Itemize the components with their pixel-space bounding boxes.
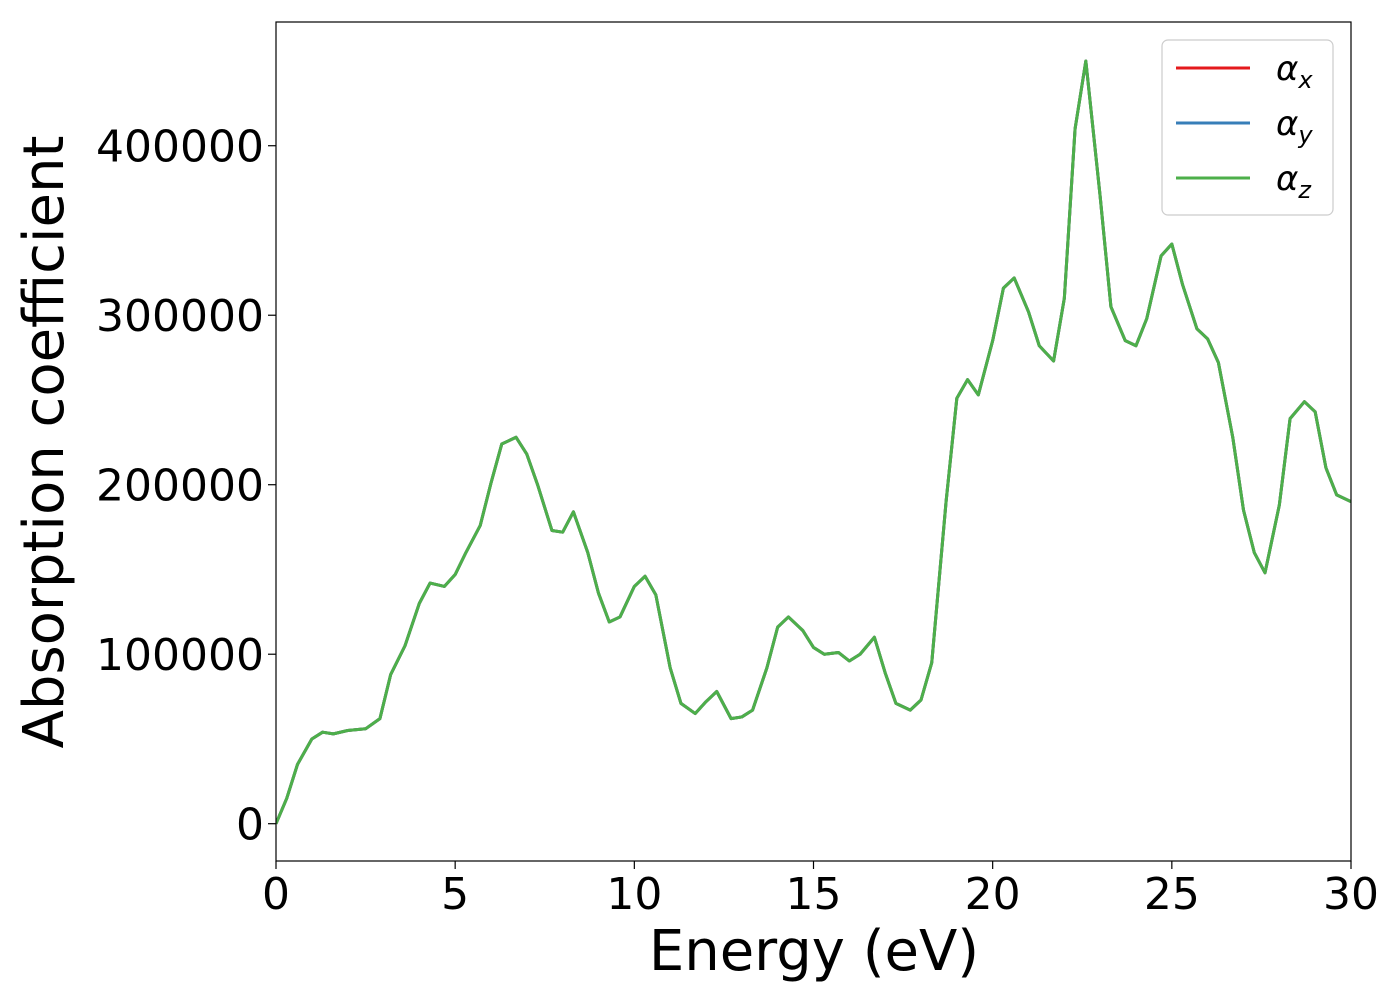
legend-label-y: αy (1276, 104, 1313, 149)
y-axis-label: Absorption coefficient (12, 136, 77, 749)
legend-label-x: αx (1276, 49, 1313, 94)
y-tick-label: 300000 (96, 291, 264, 342)
x-axis-ticks: 0 5 10 15 20 25 30 (262, 861, 1379, 920)
legend-box (1161, 39, 1334, 216)
x-axis-label: Energy (eV) (649, 919, 979, 984)
x-tick-label: 10 (606, 869, 662, 920)
x-tick-label: 0 (262, 869, 290, 920)
x-tick-label: 30 (1323, 869, 1379, 920)
legend-label-z: αz (1276, 159, 1312, 204)
x-tick-label: 20 (965, 869, 1021, 920)
y-tick-label: 400000 (96, 122, 264, 173)
y-tick-label: 100000 (96, 630, 264, 681)
x-tick-label: 5 (441, 869, 469, 920)
legend: αx αy αz (1161, 39, 1334, 216)
y-tick-label: 0 (236, 800, 264, 851)
x-tick-label: 15 (786, 869, 842, 920)
x-tick-label: 25 (1144, 869, 1200, 920)
series-line-z (276, 59, 1351, 825)
y-axis-ticks: 0 100000 200000 300000 400000 (96, 122, 276, 851)
y-tick-label: 200000 (96, 461, 264, 512)
